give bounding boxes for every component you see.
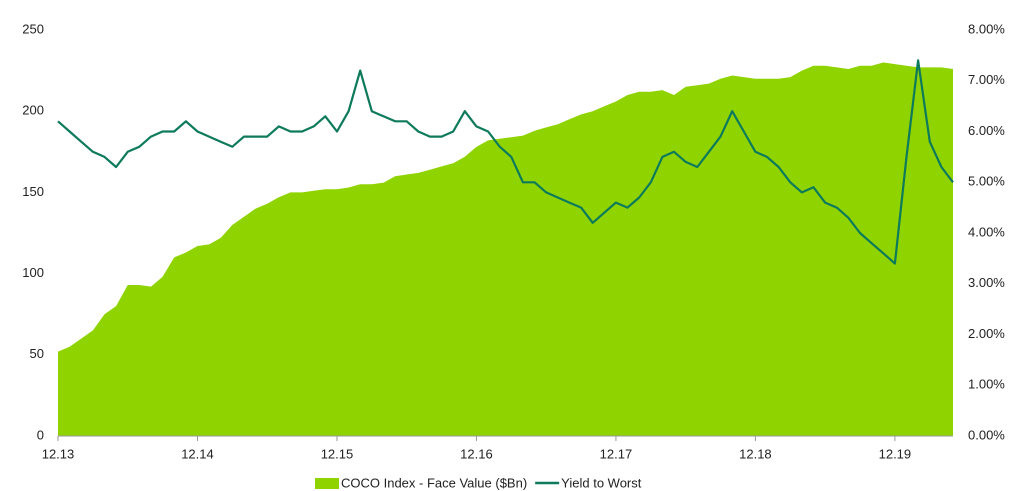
- y2-tick-label: 0.00%: [968, 427, 1005, 442]
- x-tick-label: 12.16: [460, 446, 493, 461]
- legend-label: Yield to Worst: [561, 475, 642, 490]
- x-tick-label: 12.13: [42, 446, 75, 461]
- area: [58, 62, 953, 436]
- x-tick-label: 12.14: [181, 446, 214, 461]
- line: [57, 59, 954, 265]
- y-tick-label: 50: [30, 346, 44, 361]
- y-tick-label: 200: [22, 103, 44, 118]
- x-tick-label: 12.19: [879, 446, 912, 461]
- x-tick-label: 12.15: [321, 446, 354, 461]
- y2-tick-label: 2.00%: [968, 326, 1005, 341]
- legend-swatch: [315, 478, 339, 489]
- y2-tick-label: 4.00%: [968, 224, 1005, 239]
- x-tick-label: 12.17: [600, 446, 633, 461]
- y-tick-label: 100: [22, 265, 44, 280]
- legend-label: COCO Index - Face Value ($Bn): [341, 475, 527, 490]
- y-tick-label: 150: [22, 184, 44, 199]
- x-tick-label: 12.18: [739, 446, 772, 461]
- y-tick-label: 0: [37, 427, 44, 442]
- y2-tick-label: 5.00%: [968, 174, 1005, 189]
- y2-tick-label: 1.00%: [968, 377, 1005, 392]
- y2-tick-label: 6.00%: [968, 123, 1005, 138]
- y2-tick-label: 3.00%: [968, 275, 1005, 290]
- y2-tick-label: 7.00%: [968, 72, 1005, 87]
- y2-tick-label: 8.00%: [968, 21, 1005, 36]
- y-tick-label: 250: [22, 21, 44, 36]
